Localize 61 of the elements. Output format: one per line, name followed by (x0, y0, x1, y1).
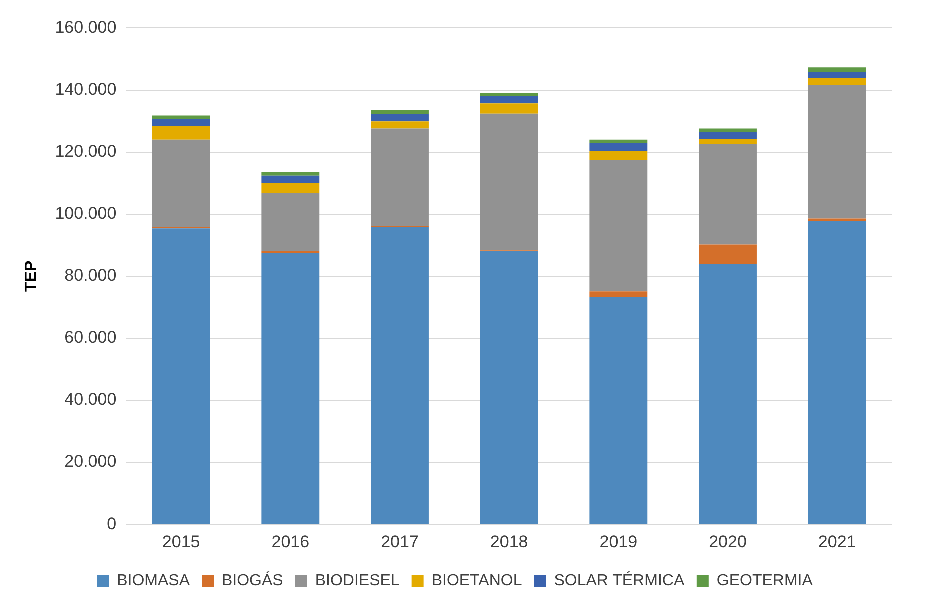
bar (699, 244, 757, 264)
x-tick-label: 2017 (381, 532, 419, 552)
y-tick-label: 40.000 (64, 390, 117, 410)
x-tick-label: 2015 (162, 532, 200, 552)
bar (480, 114, 538, 251)
legend-label: BIOETANOL (432, 572, 522, 590)
bar (808, 68, 866, 72)
bar (590, 143, 648, 152)
bar (480, 93, 538, 96)
bar (262, 172, 320, 176)
legend-label: BIODIESEL (315, 572, 400, 590)
y-tick-label: 0 (107, 514, 117, 534)
bar (590, 292, 648, 298)
legend-label: BIOMASA (117, 572, 190, 590)
y-tick-label: 60.000 (64, 328, 117, 348)
bar (808, 72, 866, 78)
bar (480, 96, 538, 104)
y-tick-label: 80.000 (64, 266, 117, 286)
x-tick-label: 2018 (490, 532, 528, 552)
bar (152, 116, 210, 120)
bar (590, 160, 648, 292)
bar (808, 218, 866, 222)
bar (590, 151, 648, 160)
bar (262, 176, 320, 184)
bar (371, 114, 429, 122)
x-tick-label: 2019 (600, 532, 638, 552)
bar (371, 128, 429, 226)
bar (262, 183, 320, 194)
bar (152, 126, 210, 140)
legend-label: BIOGÁS (222, 571, 284, 590)
y-tick-label: 120.000 (55, 142, 117, 161)
legend-label: GEOTERMIA (716, 572, 814, 590)
bar (371, 227, 429, 524)
bar (808, 85, 866, 219)
bar (699, 132, 757, 139)
x-tick-label: 2020 (709, 532, 747, 552)
x-tick-label: 2021 (818, 532, 856, 552)
bar (262, 193, 320, 252)
x-tick-label: 2016 (272, 532, 310, 552)
bar (808, 78, 866, 86)
bar (590, 140, 648, 144)
bar (480, 104, 538, 114)
y-tick-label: 160.000 (55, 18, 117, 37)
y-axis-title: TEP (23, 260, 40, 292)
legend-label: SOLAR TÉRMICA (554, 571, 685, 590)
bar (152, 228, 210, 524)
bar (699, 128, 757, 132)
y-tick-label: 100.000 (55, 204, 117, 224)
y-tick-label: 20.000 (64, 452, 117, 472)
bar (699, 144, 757, 245)
bar (152, 119, 210, 127)
bar (590, 297, 648, 524)
bar (262, 253, 320, 524)
bar (699, 138, 757, 145)
y-tick-label: 140.000 (55, 80, 117, 99)
bar (371, 110, 429, 114)
bar (808, 221, 866, 524)
bar (152, 140, 210, 228)
bar (699, 264, 757, 524)
bar (480, 251, 538, 524)
bar (371, 122, 429, 129)
